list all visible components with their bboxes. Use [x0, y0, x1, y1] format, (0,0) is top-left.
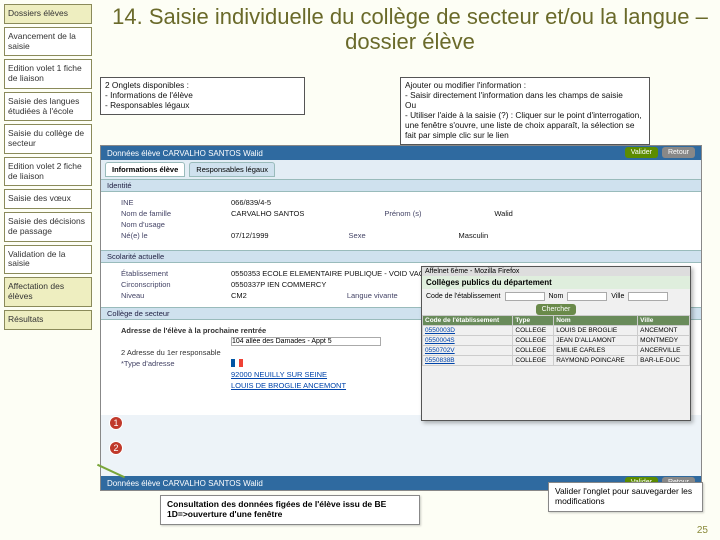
popup-bar: Affelnet 6ème - Mozilla Firefox [422, 267, 690, 276]
val-cp[interactable]: 92000 NEUILLY SUR SEINE [231, 370, 327, 379]
lbl-circ: Circonscription [121, 280, 231, 289]
tab-resp-legaux[interactable]: Responsables légaux [189, 162, 275, 177]
popup-title: Collèges publics du département [422, 276, 690, 289]
sc-header: Données élève CARVALHO SANTOS Walid Vali… [101, 146, 701, 160]
lbl-ville: Ville [611, 293, 624, 300]
marker-1: 1 [109, 416, 123, 430]
val-niveau: CM2 [231, 291, 247, 301]
sidebar-item-3[interactable]: Saisie des langues étudiées à l'école [4, 92, 92, 122]
table-row[interactable]: 0550004SCOLLEGEJEAN D'ALLAMONTMONTMEDY [423, 336, 690, 346]
sidebar-item-2[interactable]: Edition volet 1 fiche de liaison [4, 59, 92, 89]
lbl-adr2: 2 Adresse du 1er responsable [121, 348, 221, 357]
popup-table: Code de l'établissement Type Nom Ville 0… [422, 315, 690, 366]
lbl-ne: Né(e) le [121, 231, 231, 240]
val-circ: 0550337P IEN COMMERCY [231, 280, 326, 289]
val-sexe: Masculin [459, 231, 489, 240]
th-nom: Nom [554, 316, 638, 326]
callout-consult: Consultation des données figées de l'élè… [160, 495, 420, 525]
input-ville[interactable] [628, 292, 668, 301]
val-nom: CARVALHO SANTOS [231, 209, 304, 218]
sidebar-item-5[interactable]: Edition volet 2 fiche de liaison [4, 157, 92, 187]
lbl-sexe: Sexe [349, 231, 459, 240]
sidebar-item-0[interactable]: Dossiers élèves [4, 4, 92, 24]
tab-info-eleve[interactable]: Informations élève [105, 162, 185, 177]
lbl-pnom: Nom [549, 293, 564, 300]
lbl-niveau: Niveau [121, 291, 231, 301]
sidebar-item-10[interactable]: Résultats [4, 310, 92, 330]
sc-header-text: Données élève CARVALHO SANTOS Walid [107, 149, 263, 158]
val-etab: 0550353 ECOLE ELEMENTAIRE PUBLIQUE - VOI… [231, 269, 435, 278]
callout1-text: Consultation des données figées de l'élè… [167, 499, 386, 519]
lbl-nomusage: Nom d'usage [121, 220, 231, 229]
lbl-ine: INE [121, 198, 231, 207]
info1-l2: - Responsables légaux [105, 101, 300, 111]
lbl-prenom: Prénom (s) [384, 209, 494, 218]
sidebar-item-6[interactable]: Saisie des vœux [4, 189, 92, 209]
popup-colleges: Affelnet 6ème - Mozilla Firefox Collèges… [421, 266, 691, 421]
flag-fr-icon [231, 359, 243, 367]
sect-scol: Scolarité actuelle [101, 250, 701, 263]
input-adresse[interactable] [231, 337, 381, 346]
lbl-nom: Nom de famille [121, 209, 231, 218]
th-code: Code de l'établissement [423, 316, 513, 326]
input-pnom[interactable] [567, 292, 607, 301]
btn-valider-top[interactable]: Valider [625, 147, 658, 158]
page-number: 25 [697, 525, 708, 536]
info-onglets: 2 Onglets disponibles : - Informations d… [100, 77, 305, 115]
sidebar-item-4[interactable]: Saisie du collège de secteur [4, 124, 92, 154]
input-code[interactable] [505, 292, 545, 301]
sect-identite: Identité [101, 179, 701, 192]
info2-l2: - Utiliser l'aide à la saisie (?) : Cliq… [405, 111, 645, 141]
lbl-adr: Adresse de l'élève à la prochaine rentré… [121, 326, 266, 335]
table-row[interactable]: 0550003DCOLLEGELOUIS DE BROGLIEANCEMONT [423, 326, 690, 336]
lbl-type-adr: *Type d'adresse [121, 359, 231, 368]
btn-chercher[interactable]: Chercher [536, 304, 577, 315]
sidebar-item-7[interactable]: Saisie des décisions de passage [4, 212, 92, 242]
lbl-code: Code de l'établissement [426, 293, 501, 300]
val-ine: 066/839/4-5 [231, 198, 271, 207]
marker-2: 2 [109, 441, 123, 455]
btn-retour-top[interactable]: Retour [662, 147, 695, 158]
table-row[interactable]: 0550838BCOLLEGERAYMOND POINCAREBAR-LE-DU… [423, 356, 690, 366]
sidebar-item-8[interactable]: Validation de la saisie [4, 245, 92, 275]
callout-valider: Valider l'onglet pour sauvegarder les mo… [548, 482, 703, 512]
th-type: Type [513, 316, 554, 326]
sc-footer-text: Données élève CARVALHO SANTOS Walid [107, 479, 263, 488]
sidebar-item-1[interactable]: Avancement de la saisie [4, 27, 92, 57]
sc-tabs: Informations élève Responsables légaux [101, 160, 701, 179]
val-prenom: Walid [494, 209, 512, 218]
app-screenshot: Données élève CARVALHO SANTOS Walid Vali… [100, 145, 702, 491]
lbl-etab: Établissement [121, 269, 231, 278]
page-title: 14. Saisie individuelle du collège de se… [110, 4, 710, 55]
th-ville: Ville [638, 316, 690, 326]
popup-search: Code de l'établissement Nom Ville [422, 289, 690, 304]
info-aide: Ajouter ou modifier l'information : - Sa… [400, 77, 650, 145]
link-college[interactable]: LOUIS DE BROGLIE ANCEMONT [231, 381, 346, 390]
val-ne: 07/12/1999 [231, 231, 269, 240]
sidebar-item-9[interactable]: Affectation des élèves [4, 277, 92, 307]
info2-l1: - Saisir directement l'information dans … [405, 91, 645, 101]
table-row[interactable]: 0550702VCOLLEGEEMILIE CARLESANCERVILLE [423, 346, 690, 356]
